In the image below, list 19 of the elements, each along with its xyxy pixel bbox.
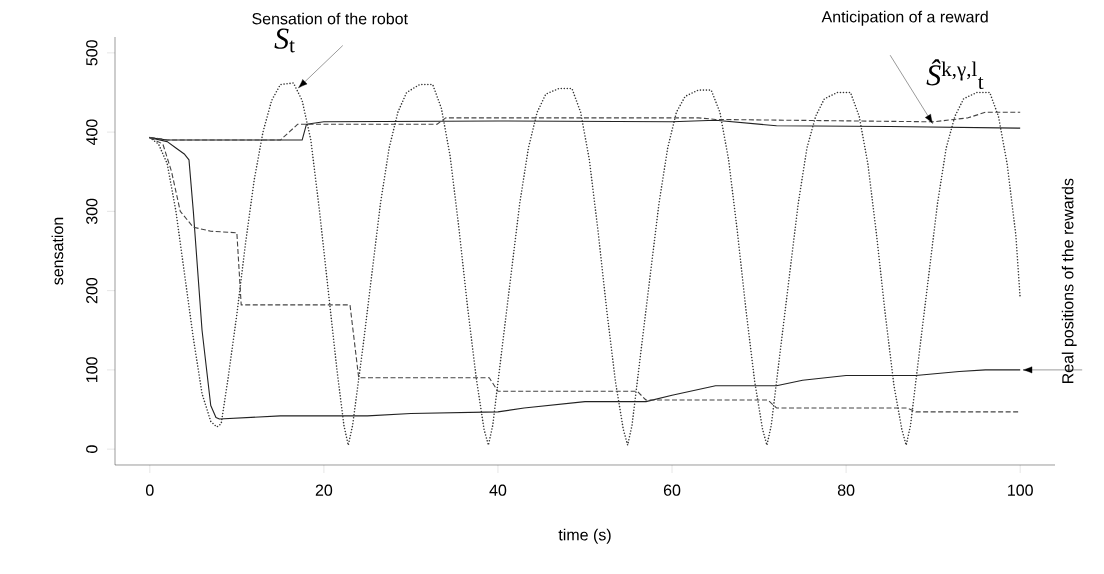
x-tick-label: 40	[489, 484, 507, 496]
annotation: Real positions of the rewards	[1061, 178, 1077, 384]
x-tick-label: 60	[663, 484, 681, 496]
annotation: Ŝ$^{k,γ,l}$t	[926, 59, 984, 90]
y-tick-label: 500	[86, 40, 98, 66]
x-axis-title: time (s)	[558, 528, 611, 544]
y-tick-label: 100	[86, 357, 98, 383]
x-tick-label: 20	[315, 484, 333, 496]
annotation: S$_{t}$	[274, 28, 295, 53]
x-tick-label: 0	[145, 484, 154, 496]
y-axis-title: sensation	[51, 217, 64, 285]
y-tick-label: 200	[86, 277, 98, 304]
y-tick-label: 300	[86, 198, 98, 225]
x-tick-label: 80	[837, 484, 855, 496]
x-tick-label: 100	[1008, 484, 1033, 496]
y-tick-label: 400	[86, 119, 98, 146]
text: Sensation of the robot	[252, 12, 408, 25]
y-tick-label: 0	[86, 445, 98, 453]
text: Anticipation of a reward	[821, 10, 988, 26]
